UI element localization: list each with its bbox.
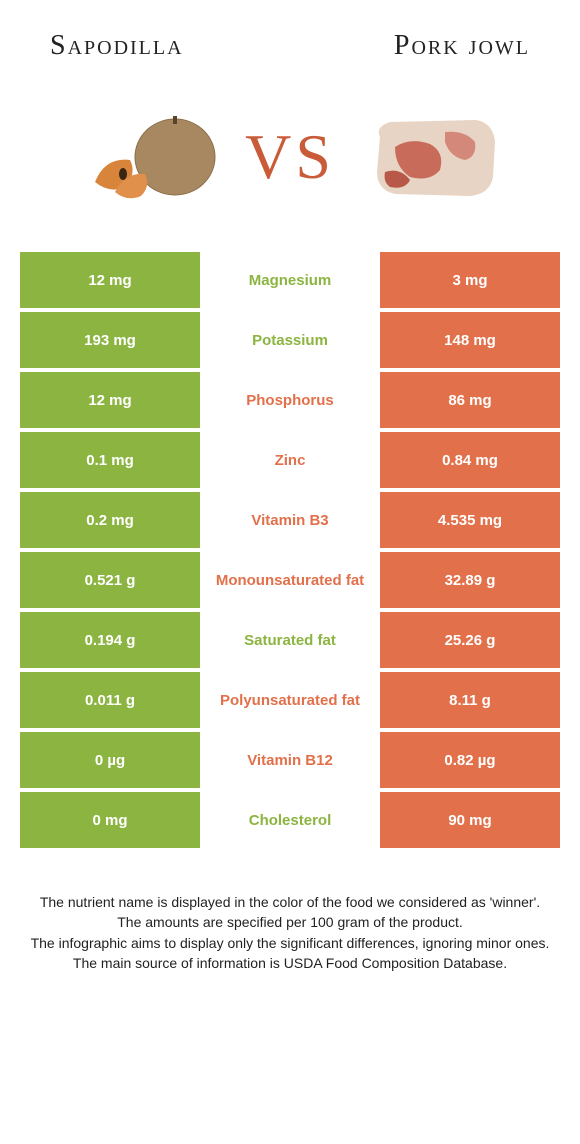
left-value-cell: 193 mg: [20, 312, 200, 368]
nutrient-name-cell: Vitamin B12: [200, 732, 380, 788]
nutrient-name-cell: Magnesium: [200, 252, 380, 308]
left-value-cell: 0 µg: [20, 732, 200, 788]
left-value-cell: 0.1 mg: [20, 432, 200, 488]
vs-label: VS: [245, 120, 335, 194]
table-row: 0.011 gPolyunsaturated fat8.11 g: [20, 672, 560, 728]
nutrient-name-cell: Zinc: [200, 432, 380, 488]
right-value-cell: 86 mg: [380, 372, 560, 428]
right-food-image: [355, 102, 505, 212]
left-value-cell: 0 mg: [20, 792, 200, 848]
right-value-cell: 25.26 g: [380, 612, 560, 668]
table-row: 0.1 mgZinc0.84 mg: [20, 432, 560, 488]
right-value-cell: 148 mg: [380, 312, 560, 368]
right-value-cell: 32.89 g: [380, 552, 560, 608]
table-row: 12 mgPhosphorus86 mg: [20, 372, 560, 428]
right-value-cell: 90 mg: [380, 792, 560, 848]
table-row: 0 mgCholesterol90 mg: [20, 792, 560, 848]
table-row: 193 mgPotassium148 mg: [20, 312, 560, 368]
right-value-cell: 4.535 mg: [380, 492, 560, 548]
footer-line: The main source of information is USDA F…: [30, 953, 550, 973]
table-row: 0 µgVitamin B120.82 µg: [20, 732, 560, 788]
table-row: 0.194 gSaturated fat25.26 g: [20, 612, 560, 668]
nutrient-name-cell: Monounsaturated fat: [200, 552, 380, 608]
nutrient-name-cell: Polyunsaturated fat: [200, 672, 380, 728]
right-food-title: Pork jowl: [394, 30, 530, 62]
vs-row: VS: [0, 82, 580, 252]
right-value-cell: 3 mg: [380, 252, 560, 308]
nutrient-name-cell: Vitamin B3: [200, 492, 380, 548]
nutrient-name-cell: Phosphorus: [200, 372, 380, 428]
left-value-cell: 0.011 g: [20, 672, 200, 728]
nutrition-table: 12 mgMagnesium3 mg193 mgPotassium148 mg1…: [0, 252, 580, 852]
footer-line: The infographic aims to display only the…: [30, 933, 550, 953]
nutrient-name-cell: Cholesterol: [200, 792, 380, 848]
footer-notes: The nutrient name is displayed in the co…: [0, 852, 580, 993]
left-value-cell: 0.2 mg: [20, 492, 200, 548]
table-row: 0.2 mgVitamin B34.535 mg: [20, 492, 560, 548]
left-value-cell: 12 mg: [20, 252, 200, 308]
left-food-title: Sapodilla: [50, 30, 184, 62]
footer-line: The amounts are specified per 100 gram o…: [30, 912, 550, 932]
nutrient-name-cell: Potassium: [200, 312, 380, 368]
left-value-cell: 12 mg: [20, 372, 200, 428]
header: Sapodilla Pork jowl: [0, 0, 580, 82]
nutrient-name-cell: Saturated fat: [200, 612, 380, 668]
left-value-cell: 0.194 g: [20, 612, 200, 668]
left-food-image: [75, 102, 225, 212]
footer-line: The nutrient name is displayed in the co…: [30, 892, 550, 912]
right-value-cell: 0.84 mg: [380, 432, 560, 488]
table-row: 0.521 gMonounsaturated fat32.89 g: [20, 552, 560, 608]
left-value-cell: 0.521 g: [20, 552, 200, 608]
right-value-cell: 0.82 µg: [380, 732, 560, 788]
right-value-cell: 8.11 g: [380, 672, 560, 728]
table-row: 12 mgMagnesium3 mg: [20, 252, 560, 308]
